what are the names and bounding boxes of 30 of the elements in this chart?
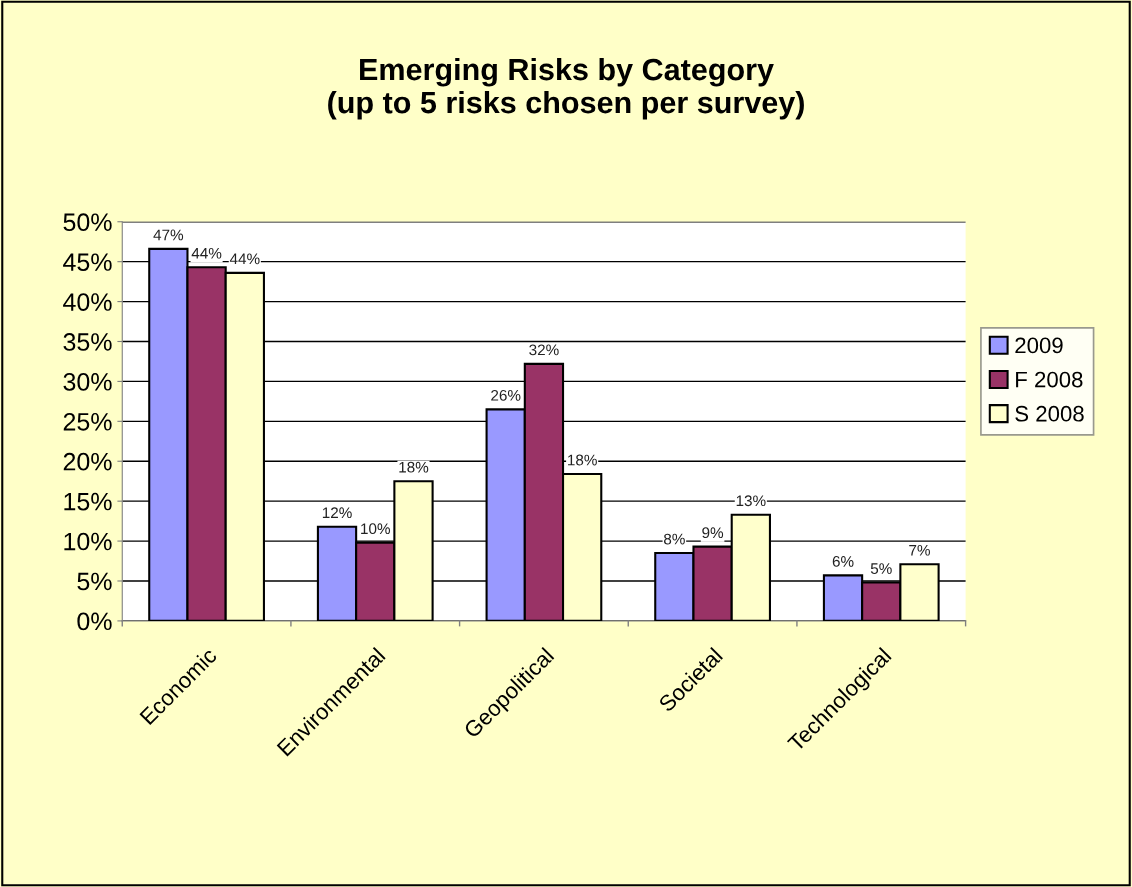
data-label: 10% bbox=[361, 523, 390, 535]
data-label: 18% bbox=[568, 454, 597, 466]
data-label: 47% bbox=[153, 229, 184, 241]
data-label: 18% bbox=[399, 461, 429, 473]
y-tick-label: 20% bbox=[63, 452, 112, 471]
y-tick-label: 25% bbox=[63, 412, 112, 431]
legend-label: F 2008 bbox=[1016, 371, 1083, 388]
legend-label: S 2008 bbox=[1015, 405, 1084, 422]
y-tick-label: 0% bbox=[77, 612, 112, 631]
data-label: 44% bbox=[229, 253, 260, 265]
y-tick-label: 35% bbox=[63, 333, 112, 351]
y-tick-label: 15% bbox=[64, 492, 112, 511]
data-label: 44% bbox=[191, 247, 222, 259]
data-label: 13% bbox=[736, 495, 766, 507]
legend-label: 2009 bbox=[1015, 337, 1063, 354]
y-tick-label: 10% bbox=[64, 532, 112, 551]
data-label: 32% bbox=[529, 344, 559, 356]
data-label: 9% bbox=[702, 527, 724, 539]
y-tick-label: 50% bbox=[63, 213, 112, 232]
data-label: 26% bbox=[491, 389, 521, 401]
data-label: 12% bbox=[322, 507, 352, 519]
y-tick-label: 45% bbox=[63, 253, 112, 271]
data-label: 8% bbox=[663, 533, 685, 545]
y-tick-label: 5% bbox=[77, 572, 112, 591]
data-label: 5% bbox=[870, 563, 892, 575]
y-tick-label: 30% bbox=[63, 373, 112, 391]
data-label: 6% bbox=[832, 556, 854, 567]
data-label: 7% bbox=[909, 544, 930, 556]
chart-title: Emerging Risks by Category (up to 5 risks chosen per survey) bbox=[328, 57, 804, 120]
y-tick-label: 40% bbox=[63, 293, 112, 311]
